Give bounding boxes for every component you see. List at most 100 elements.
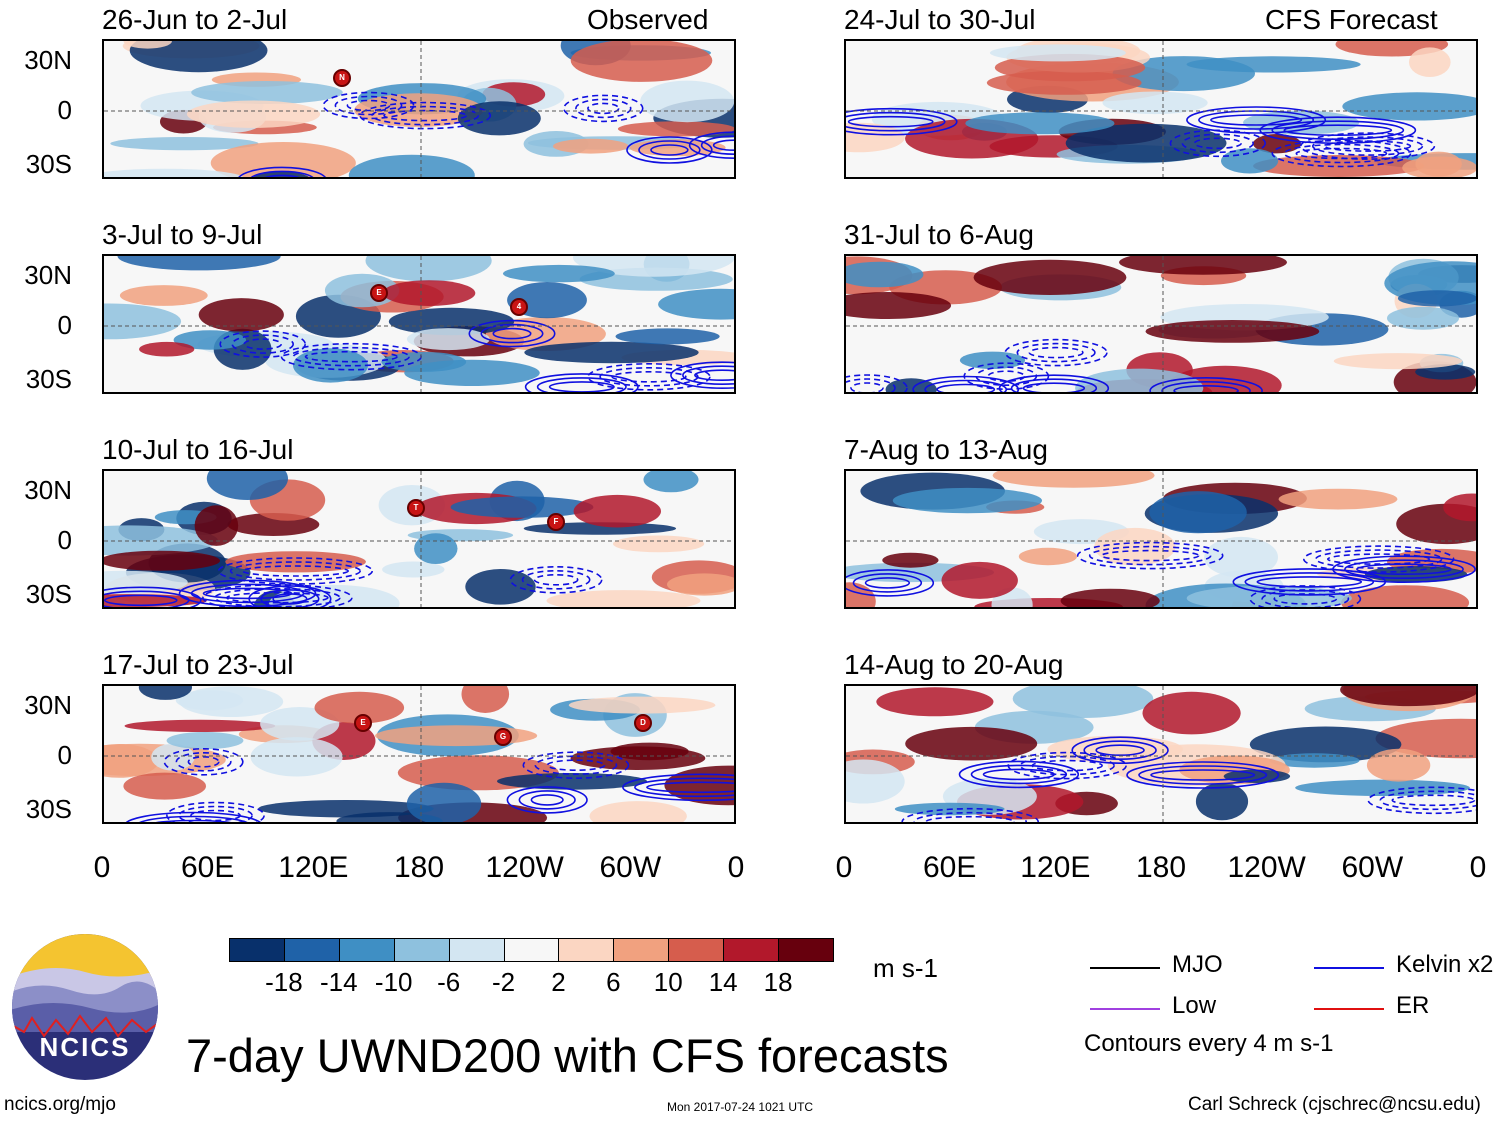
colorbar-cell [338, 938, 395, 962]
anomaly-blob [1221, 148, 1279, 174]
anomaly-blob [1397, 290, 1476, 307]
kelvin-contour [178, 805, 253, 822]
anomaly-blob [1142, 691, 1241, 735]
kelvin-contour [1256, 576, 1363, 588]
kelvin-contour [1173, 385, 1239, 392]
anomaly-blob [104, 303, 182, 340]
anomaly-blob [992, 471, 1155, 488]
kelvin-contour [217, 557, 373, 585]
kelvin-contour [970, 764, 1068, 785]
colorbar-cell [668, 938, 725, 962]
anomaly-blob [348, 154, 475, 177]
footer-credit: Carl Schreck (cjschrec@ncsu.edu) [1188, 1094, 1481, 1115]
anomaly-blob [570, 746, 706, 770]
kelvin-contour [359, 101, 492, 130]
colorbar-cell [723, 938, 780, 962]
anomaly-blob [365, 256, 492, 282]
panel-title: 10-Jul to 16-Jul [102, 434, 294, 465]
anomaly-blob [617, 121, 734, 137]
kelvin-contour [852, 573, 923, 593]
anomaly-blob [104, 550, 220, 571]
kelvin-contour [682, 365, 734, 385]
kelvin-contour [1261, 589, 1350, 607]
kelvin-contour [524, 373, 639, 392]
kelvin-contour [125, 811, 261, 822]
anomaly-blob [846, 759, 905, 804]
anomaly-blob [1387, 306, 1459, 330]
kelvin-contour [518, 790, 576, 810]
logo-text: NCICS [39, 1032, 131, 1062]
kelvin-contour [1193, 137, 1242, 150]
anomaly-blob [124, 719, 276, 732]
anomaly-blob [658, 288, 734, 320]
anomaly-blob [846, 261, 924, 288]
kelvin-contour [611, 371, 687, 383]
colorbar-label: -2 [491, 967, 516, 997]
panel-title: 3-Jul to 9-Jul [102, 219, 263, 250]
colorbar-label: 2 [551, 967, 566, 997]
kelvin-contour [1181, 133, 1254, 154]
kelvin-contour [587, 102, 620, 115]
kelvin-contour [1367, 786, 1476, 815]
kelvin-contour [638, 140, 701, 160]
kelvin-contour [846, 374, 908, 392]
x-tick-label: 0 [1469, 851, 1487, 884]
y-tick-label: 30N [24, 45, 72, 75]
kelvin-contour [163, 748, 244, 776]
colorbar-cell [778, 938, 834, 962]
legend-line [1314, 967, 1384, 969]
kelvin-contour [241, 565, 349, 577]
kelvin-contour [264, 174, 300, 177]
kelvin-contour [1332, 555, 1476, 583]
kelvin-contour [272, 593, 308, 605]
kelvin-contour [292, 346, 410, 367]
x-tick-label: 0 [835, 851, 853, 884]
anomaly-blob [1278, 488, 1398, 510]
kelvin-contour [492, 327, 532, 340]
x-tick-label: 60W [1341, 851, 1404, 884]
kelvin-contour [238, 166, 327, 177]
anomaly-blob [388, 307, 515, 336]
anomaly-blob [206, 471, 288, 500]
anomaly-blob [1060, 588, 1160, 607]
kelvin-contour [936, 383, 996, 392]
kelvin-contour [670, 361, 734, 389]
colorbar-label: -18 [265, 967, 303, 997]
panel-title: 26-Jun to 2-Jul [102, 4, 288, 35]
anomaly-blob [191, 81, 343, 104]
kelvin-contour [1149, 377, 1263, 392]
kelvin-contour [260, 589, 320, 607]
kelvin-contour [371, 105, 480, 126]
anomaly-blob [465, 569, 536, 605]
legend-label: Kelvin x2 [1396, 951, 1494, 978]
kelvin-contour [536, 377, 627, 392]
anomaly-blob [573, 256, 734, 277]
anomaly-blob [965, 112, 1115, 135]
colorbar-label: 6 [606, 967, 621, 997]
colorbar-cell [613, 938, 670, 962]
storm-marker: G [494, 728, 512, 746]
anomaly-blob [589, 801, 687, 822]
kelvin-contour [846, 107, 958, 136]
footer-url[interactable]: ncics.org/mjo [4, 1094, 116, 1115]
anomaly-blob [1204, 536, 1278, 578]
kelvin-contour [1283, 124, 1393, 136]
observed-header: Observed [587, 4, 709, 35]
kelvin-contour [563, 94, 644, 123]
kelvin-contour [1356, 563, 1452, 575]
x-tick-label: 180 [1135, 851, 1187, 884]
anomaly-blob [1366, 748, 1431, 782]
anomaly-blob [1342, 92, 1476, 121]
kelvin-contour [901, 807, 1039, 822]
x-tick-label: 120W [1227, 851, 1306, 884]
kelvin-contour [688, 131, 734, 159]
anomaly-blob [989, 44, 1126, 62]
kelvin-contour [546, 759, 606, 771]
kelvin-contour [1311, 136, 1424, 156]
storm-marker: F [547, 513, 565, 531]
y-tick-label: 30S [25, 149, 72, 179]
kelvin-contour [1271, 139, 1412, 168]
colorbar-cell [229, 938, 285, 962]
kelvin-contour [219, 330, 306, 358]
forecast-panel [844, 684, 1478, 824]
